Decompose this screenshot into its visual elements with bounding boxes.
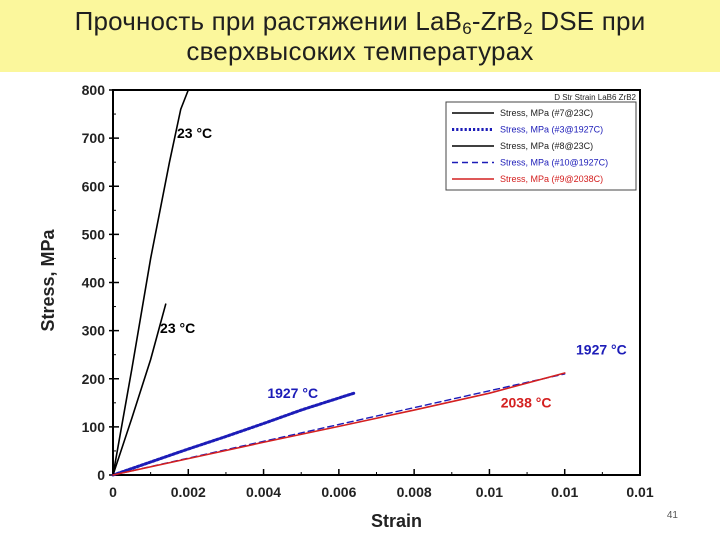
x-axis-label: Strain — [371, 511, 422, 531]
slide-title-line-2: сверхвысоких температурах — [186, 36, 534, 66]
y-tick-label: 300 — [82, 323, 106, 339]
x-tick-label: 0.002 — [171, 484, 206, 500]
annotations: 23 °C 23 °C 1927 °C 1927 °C 2038 °C — [160, 125, 627, 411]
slide-title-line-1: Прочность при растяжении LaB6-ZrB2 DSE п… — [0, 6, 720, 39]
legend-entry-5: Stress, MPa (#9@2038C) — [500, 174, 603, 184]
title-sub-2: 2 — [523, 19, 533, 38]
y-tick-label: 800 — [82, 82, 106, 98]
title-text-1e: DSE при — [532, 6, 646, 36]
series-line-2 — [111, 391, 356, 477]
title-text-1c: -Zr — [471, 6, 506, 36]
annotation-label-3: 1927 °C — [267, 385, 318, 401]
y-axis-ticks: 0 100 200 300 400 500 600 700 800 — [82, 82, 119, 483]
series-line-4 — [112, 373, 566, 476]
x-tick-label: 0.01 — [626, 484, 653, 500]
legend: D Str Strain LaB6 ZrB2 Stress, MPa (#7@23… — [445, 93, 637, 191]
series-layer — [111, 89, 566, 477]
x-axis-ticks: 0 0.002 0.004 0.006 0.008 0.01 0.01 0.01 — [109, 469, 654, 500]
series-line-3 — [112, 303, 167, 476]
series-line-5 — [112, 372, 566, 476]
y-tick-label: 100 — [82, 419, 106, 435]
annotation-label-5: 2038 °C — [501, 395, 552, 411]
y-tick-label: 0 — [97, 467, 105, 483]
x-tick-label: 0.008 — [397, 484, 432, 500]
y-tick-label: 500 — [82, 226, 106, 242]
y-tick-label: 700 — [82, 130, 106, 146]
series-line-1 — [112, 89, 190, 476]
title-band: Прочность при растяжении LaB6-ZrB2 DSE п… — [0, 0, 720, 72]
x-tick-label: 0.01 — [476, 484, 503, 500]
x-tick-label: 0.004 — [246, 484, 281, 500]
annotation-label-1: 23 °C — [177, 125, 212, 141]
legend-entry-3: Stress, MPa (#8@23C) — [500, 141, 593, 151]
legend-box — [445, 101, 637, 191]
title-text-1a: Прочность при растяжении La — [74, 6, 445, 36]
x-tick-label: 0.006 — [321, 484, 356, 500]
annotation-label-2: 23 °C — [160, 320, 195, 336]
title-text-1b: B — [444, 6, 463, 36]
page-number: 41 — [666, 510, 678, 521]
y-tick-label: 200 — [82, 371, 106, 387]
title-sub-6: 6 — [462, 19, 472, 38]
legend-entry-4: Stress, MPa (#10@1927C) — [500, 158, 608, 168]
y-tick-label: 400 — [82, 275, 106, 291]
y-tick-label: 600 — [82, 178, 106, 194]
title-text-1d: B — [505, 6, 524, 36]
legend-header: D Str Strain LaB6 ZrB2 — [554, 93, 636, 102]
legend-entry-1: Stress, MPa (#7@23C) — [500, 108, 593, 118]
x-tick-label: 0 — [109, 484, 117, 500]
x-tick-label: 0.01 — [551, 484, 578, 500]
annotation-label-4: 1927 °C — [576, 342, 627, 358]
legend-entry-2: Stress, MPa (#3@1927C) — [500, 125, 603, 135]
y-axis-label: Stress, MPa — [38, 228, 58, 331]
